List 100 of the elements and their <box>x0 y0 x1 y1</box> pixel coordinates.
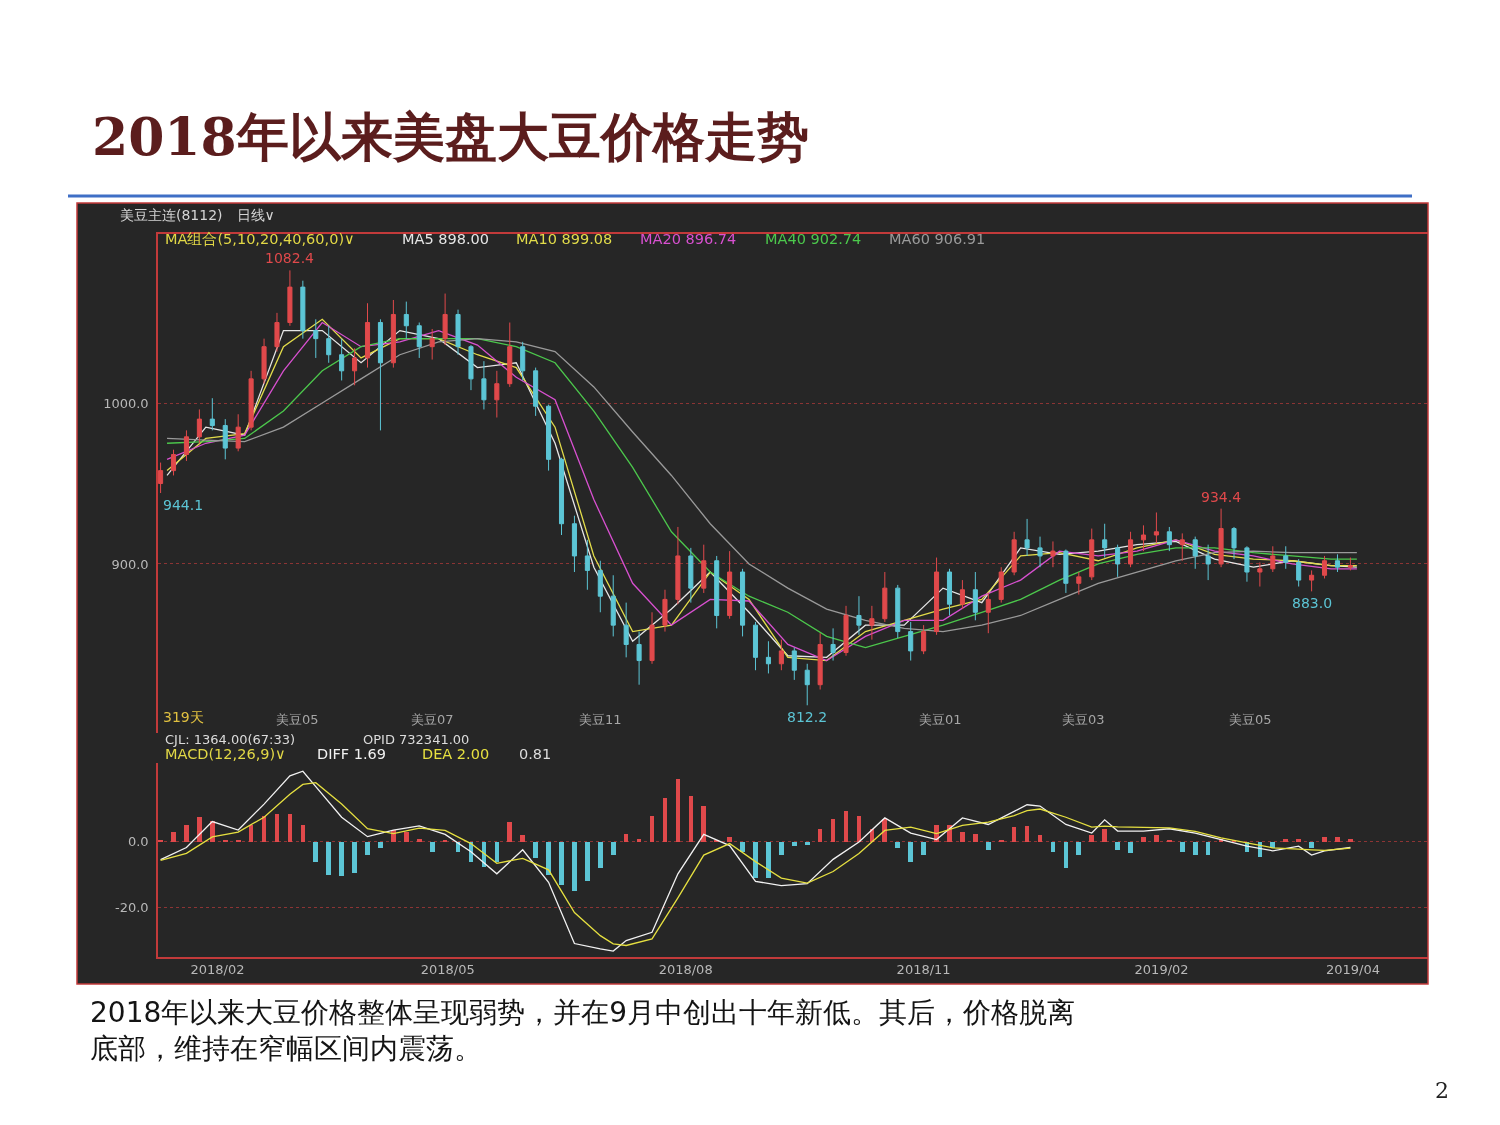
bar <box>624 834 628 842</box>
bar <box>1012 827 1016 842</box>
candlestick <box>1024 518 1030 557</box>
bar <box>184 825 189 842</box>
bar <box>1089 835 1094 842</box>
candlestick <box>494 370 500 418</box>
candlestick <box>752 621 759 671</box>
candlestick <box>196 408 202 444</box>
bar <box>520 835 525 842</box>
candlestick <box>1192 536 1198 570</box>
bar <box>495 842 499 862</box>
candlestick <box>1270 545 1276 573</box>
text: MA5 898.00 <box>402 231 489 247</box>
bar <box>249 825 253 842</box>
text: 2 <box>1435 1078 1449 1103</box>
annotation: OPID 732341.00 <box>363 732 470 747</box>
candlestick <box>662 589 668 633</box>
bar <box>960 832 965 842</box>
bar <box>533 842 538 858</box>
bar <box>895 842 900 848</box>
candlestick <box>429 328 435 361</box>
candlestick <box>1334 553 1341 573</box>
annotation: 319天 <box>163 709 204 725</box>
candlestick <box>895 584 901 639</box>
candlestick <box>455 309 461 356</box>
candlestick <box>791 647 797 681</box>
text: MA40 902.74 <box>765 231 862 247</box>
bar <box>559 842 564 885</box>
candlestick <box>1347 557 1353 571</box>
candlestick <box>856 595 862 636</box>
candlestick <box>1063 549 1069 594</box>
annotation: 1082.4 <box>265 250 315 266</box>
candlestick <box>468 344 474 391</box>
bar <box>572 842 577 891</box>
candlestick <box>908 621 914 662</box>
bar <box>779 842 784 855</box>
bar <box>339 842 344 876</box>
x-tick-label: 2018/11 <box>896 962 951 978</box>
y-tick-label: -20.0 <box>115 900 149 916</box>
candlestick <box>209 397 215 431</box>
candlestick <box>1205 544 1211 581</box>
bar <box>637 839 641 842</box>
bar <box>921 842 926 855</box>
bar <box>171 832 176 842</box>
candlestick <box>1166 526 1172 552</box>
text: 0.81 <box>519 746 552 762</box>
candlestick <box>714 555 720 629</box>
bar <box>727 837 732 842</box>
bar <box>986 842 991 850</box>
bar <box>417 839 422 842</box>
candlestick <box>934 557 940 636</box>
candlestick <box>1231 526 1237 560</box>
bar <box>1283 839 1288 842</box>
bar <box>262 816 266 842</box>
candlestick <box>520 341 526 381</box>
legend-title: MACD(12,26,9)∨ <box>165 746 286 762</box>
candlestick <box>442 293 448 346</box>
bar <box>507 822 512 842</box>
candlestick <box>339 338 345 381</box>
annotation: 944.1 <box>163 497 204 513</box>
legend-title: MA组合(5,10,20,40,60,0)∨ <box>165 231 355 247</box>
bar <box>546 842 551 875</box>
candlestick <box>1050 540 1056 568</box>
annotation: 934.4 <box>1201 489 1242 505</box>
x-tick-label: 2019/02 <box>1134 962 1189 978</box>
chart-title: 2018年以来美盘大豆价格走势 <box>92 106 809 167</box>
candlestick <box>533 367 539 417</box>
annotation: 美豆07 <box>411 712 454 727</box>
text: MA20 896.74 <box>640 231 737 247</box>
candlestick <box>390 299 396 369</box>
bar <box>753 842 758 878</box>
candlestick <box>597 560 603 613</box>
bar <box>1076 842 1081 855</box>
candlestick <box>287 269 293 327</box>
bar <box>663 798 667 842</box>
bar <box>275 814 279 842</box>
annotation: 美豆11 <box>579 712 622 727</box>
candlestick <box>830 627 836 662</box>
candlestick <box>675 526 681 605</box>
candlestick <box>403 301 409 340</box>
candlestick <box>364 302 371 369</box>
candlestick <box>649 611 655 665</box>
y-tick-label: 900.0 <box>111 556 149 572</box>
x-tick-label: 2018/02 <box>190 962 245 978</box>
annotation: CJL: 1364.00(67:33) <box>165 732 296 747</box>
candlestick <box>765 640 771 674</box>
bar <box>611 842 616 855</box>
candlestick <box>1309 569 1315 592</box>
candlestick <box>959 579 965 610</box>
candlestick <box>558 457 565 536</box>
candlestick <box>300 280 306 340</box>
candlestick <box>1244 545 1250 583</box>
candlestick <box>1102 523 1108 559</box>
annotation: 美豆05 <box>1229 712 1272 727</box>
bar <box>352 842 357 873</box>
candlestick <box>1179 532 1185 562</box>
bar <box>1309 842 1314 848</box>
candlestick <box>817 632 823 691</box>
candlestick <box>1128 531 1134 568</box>
bar <box>326 842 331 875</box>
